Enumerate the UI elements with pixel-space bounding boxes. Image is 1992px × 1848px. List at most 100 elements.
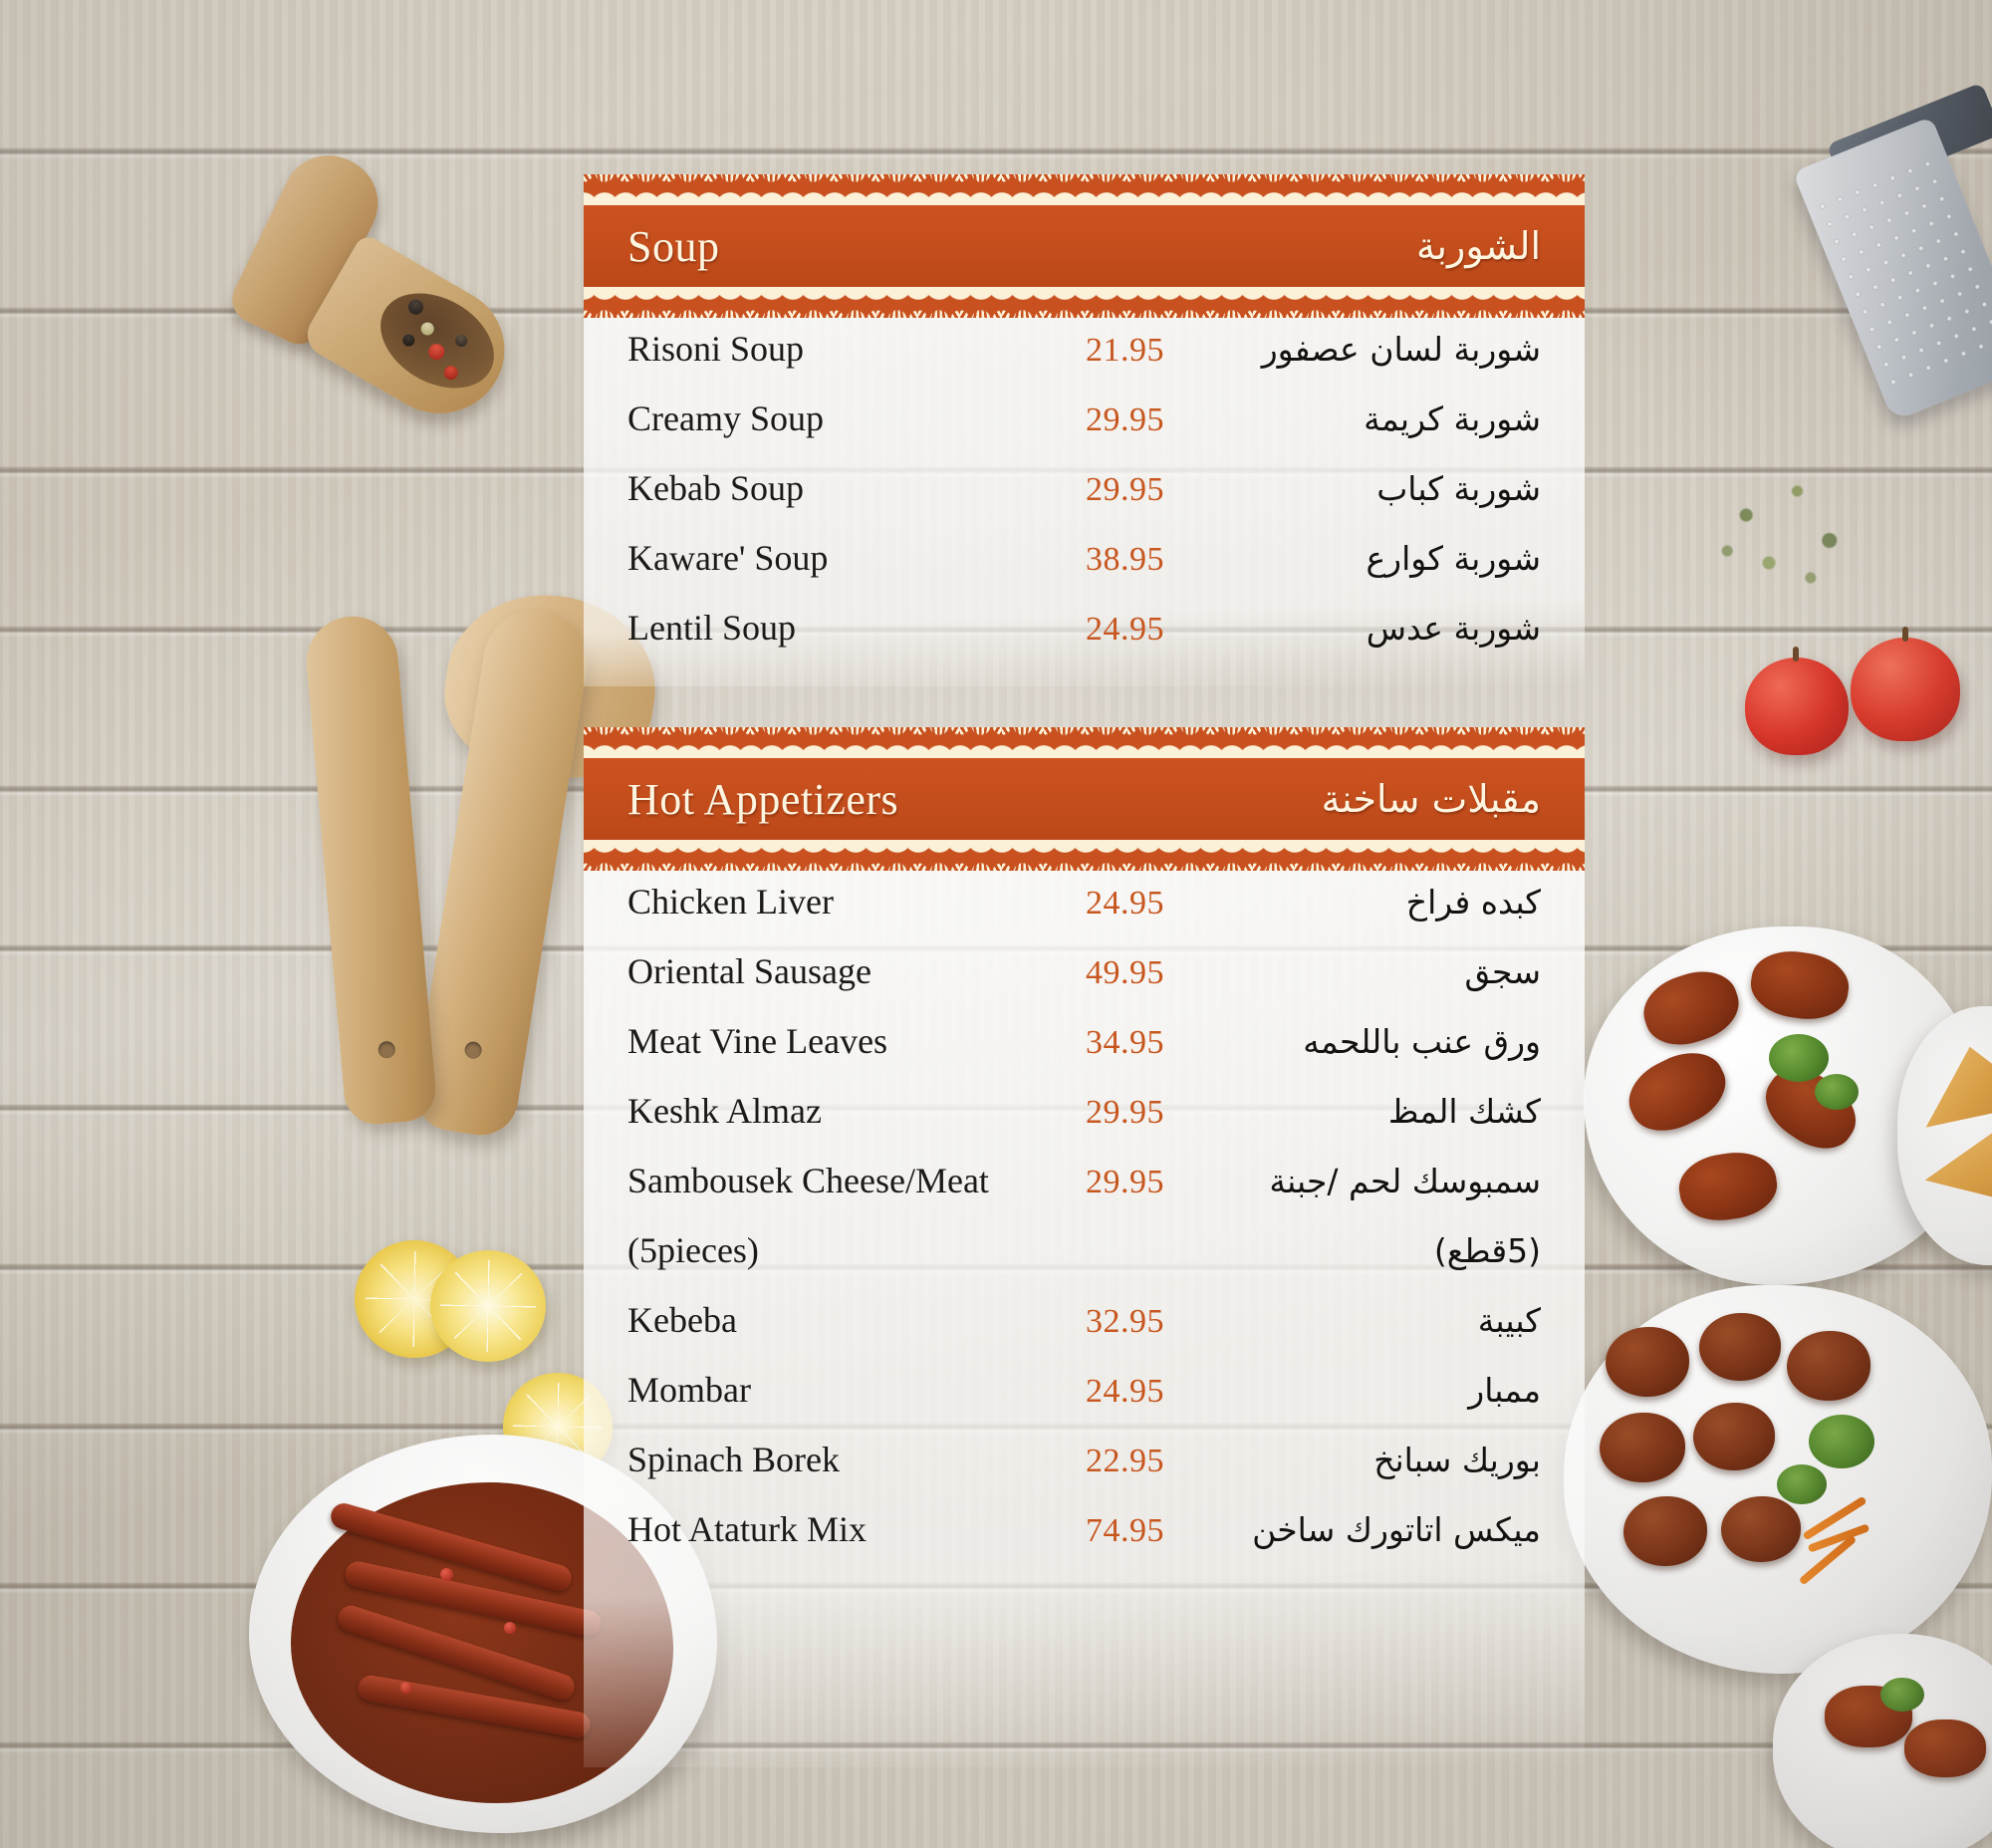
- item-name-en: Creamy Soup: [627, 398, 824, 438]
- item-name-ar: بوريك سبانخ: [1373, 1441, 1541, 1479]
- peppercorn: [400, 332, 417, 349]
- menu-item-row-continuation: (5pieces) (5قطع): [627, 1229, 1541, 1299]
- ornamental-border-bottom: [584, 287, 1585, 318]
- item-name-ar: شوربة كريمة: [1364, 399, 1541, 438]
- lemon-half: [355, 1240, 474, 1358]
- item-price: 24.95: [1086, 885, 1164, 922]
- peppercorn: [418, 320, 437, 338]
- item-name-en: Risoni Soup: [627, 329, 805, 369]
- item-price: 29.95: [1086, 1094, 1164, 1131]
- kofta-piece: [1674, 1147, 1782, 1226]
- lemon-half: [430, 1250, 546, 1362]
- menu-item-row: Oriental Sausage 49.95 سجق: [627, 950, 1541, 1020]
- item-name-en: Sambousek Cheese/Meat: [627, 1161, 989, 1200]
- parsley-garnish: [1809, 1415, 1874, 1468]
- lemon-segments: [365, 1250, 464, 1348]
- menu-item-row: Hot Ataturk Mix 74.95 ميكس اتاتورك ساخن: [627, 1508, 1541, 1578]
- kibbeh-piece: [1721, 1496, 1801, 1562]
- item-name-ar: ميكس اتاتورك ساخن: [1252, 1510, 1541, 1549]
- stew-plate: [1773, 1634, 1992, 1848]
- wooden-scoop-handle: [224, 139, 393, 353]
- kibbeh-platter: [1564, 1285, 1992, 1674]
- parsley-garnish: [1880, 1678, 1924, 1712]
- item-price: 21.95: [1086, 332, 1164, 369]
- item-price: 24.95: [1086, 611, 1164, 648]
- menu-item-row: Keshk Almaz 29.95 كشك المظ: [627, 1090, 1541, 1160]
- scoop-cavity: [364, 274, 511, 407]
- sambousek-piece: [1911, 1034, 1992, 1127]
- item-price: 49.95: [1086, 954, 1164, 991]
- wooden-scoop-bowl: [299, 232, 528, 437]
- menu-item-row: Kaware' Soup 38.95 شوربة كوارع: [627, 537, 1541, 607]
- spatula-hole: [377, 1040, 396, 1059]
- menu-section-soup: Soup الشوربة Risoni Soup 21.95 شوربة لسا…: [584, 174, 1585, 686]
- menu-item-row: Kebab Soup 29.95 شوربة كباب: [627, 467, 1541, 537]
- item-price: 74.95: [1086, 1512, 1164, 1549]
- section-header-hot-appetizers: Hot Appetizers مقبلات ساخنة: [584, 758, 1585, 840]
- soup-item-list: Risoni Soup 21.95 شوربة لسان عصفور Cream…: [627, 318, 1541, 676]
- ornamental-border-top: [584, 727, 1585, 758]
- item-name-en: Kaware' Soup: [627, 538, 829, 578]
- item-name-ar: ورق عنب باللحمه: [1303, 1022, 1541, 1061]
- meat-piece: [1904, 1719, 1986, 1777]
- pink-peppercorn: [400, 1682, 412, 1694]
- kibbeh-piece: [1606, 1327, 1689, 1397]
- apple-stem: [1793, 647, 1799, 661]
- lemon-segments: [440, 1260, 536, 1352]
- kibbeh-piece: [1787, 1331, 1870, 1401]
- spatula-hole: [463, 1040, 483, 1060]
- item-name-ar: سجق: [1464, 952, 1541, 991]
- menu-item-row: Chicken Liver 24.95 كبده فراخ: [627, 881, 1541, 950]
- peppercorn: [425, 341, 448, 364]
- item-price: 29.95: [1086, 471, 1164, 508]
- ornamental-border-top: [584, 174, 1585, 205]
- kofta-piece: [1618, 1039, 1737, 1145]
- item-name-en: Kebab Soup: [627, 468, 804, 508]
- menu-item-row: Mombar 24.95 ممبار: [627, 1369, 1541, 1439]
- hot-appetizers-item-list: Chicken Liver 24.95 كبده فراخ Oriental S…: [627, 871, 1541, 1578]
- sausage-link: [328, 1500, 575, 1594]
- carrot-garnish: [1807, 1523, 1870, 1553]
- sausage-link: [335, 1602, 578, 1704]
- item-name-ar: سمبوسك لحم /جبنة: [1269, 1162, 1541, 1200]
- item-name-en: Lentil Soup: [627, 608, 796, 648]
- apple: [1851, 627, 1960, 741]
- apple-stem: [1902, 627, 1908, 642]
- wooden-spatula-small: [302, 612, 439, 1128]
- menu-item-row: Spinach Borek 22.95 بوريك سبانخ: [627, 1439, 1541, 1508]
- parsley-garnish: [1815, 1074, 1859, 1110]
- kofta-piece: [1752, 1054, 1869, 1164]
- pink-peppercorn: [504, 1622, 516, 1634]
- item-price: 29.95: [1086, 1164, 1164, 1200]
- item-name-en: Mombar: [627, 1370, 751, 1410]
- item-name-en: Keshk Almaz: [627, 1091, 822, 1131]
- section-title-ar: مقبلات ساخنة: [1321, 777, 1541, 821]
- kofta-platter: [1584, 926, 1982, 1285]
- wooden-spatula-large: [409, 603, 595, 1141]
- item-name-ar: ممبار: [1468, 1371, 1541, 1410]
- menu-section-hot-appetizers: Hot Appetizers مقبلات ساخنة Chicken Live…: [584, 727, 1585, 1767]
- menu-item-row: Risoni Soup 21.95 شوربة لسان عصفور: [627, 328, 1541, 397]
- cheese-grater: [1792, 116, 1992, 422]
- menu-item-row: Lentil Soup 24.95 شوربة عدس: [627, 607, 1541, 676]
- item-name-ar: شوربة عدس: [1366, 609, 1541, 648]
- parsley-garnish: [1769, 1034, 1829, 1082]
- kibbeh-piece: [1623, 1496, 1707, 1566]
- item-price: 34.95: [1086, 1024, 1164, 1061]
- section-header-soup: Soup الشوربة: [584, 205, 1585, 287]
- item-price: 22.95: [1086, 1443, 1164, 1479]
- menu-item-row: Kebeba 32.95 كبيبة: [627, 1299, 1541, 1369]
- item-name-ar: شوربة لسان عصفور: [1261, 330, 1541, 369]
- section-title-ar: الشوربة: [1416, 224, 1541, 268]
- sausage-link: [343, 1559, 604, 1639]
- section-title-en: Soup: [627, 221, 720, 271]
- parsley-garnish: [1777, 1464, 1827, 1504]
- kofta-piece: [1634, 960, 1748, 1056]
- sambousek-piece: [1925, 1115, 1992, 1209]
- item-name-ar: شوربة كباب: [1376, 469, 1541, 508]
- menu-item-row: Meat Vine Leaves 34.95 ورق عنب باللحمه: [627, 1020, 1541, 1090]
- item-name-en: Oriental Sausage: [627, 951, 872, 991]
- item-price: 24.95: [1086, 1373, 1164, 1410]
- hot-appetizers-items-panel: Chicken Liver 24.95 كبده فراخ Oriental S…: [584, 871, 1585, 1767]
